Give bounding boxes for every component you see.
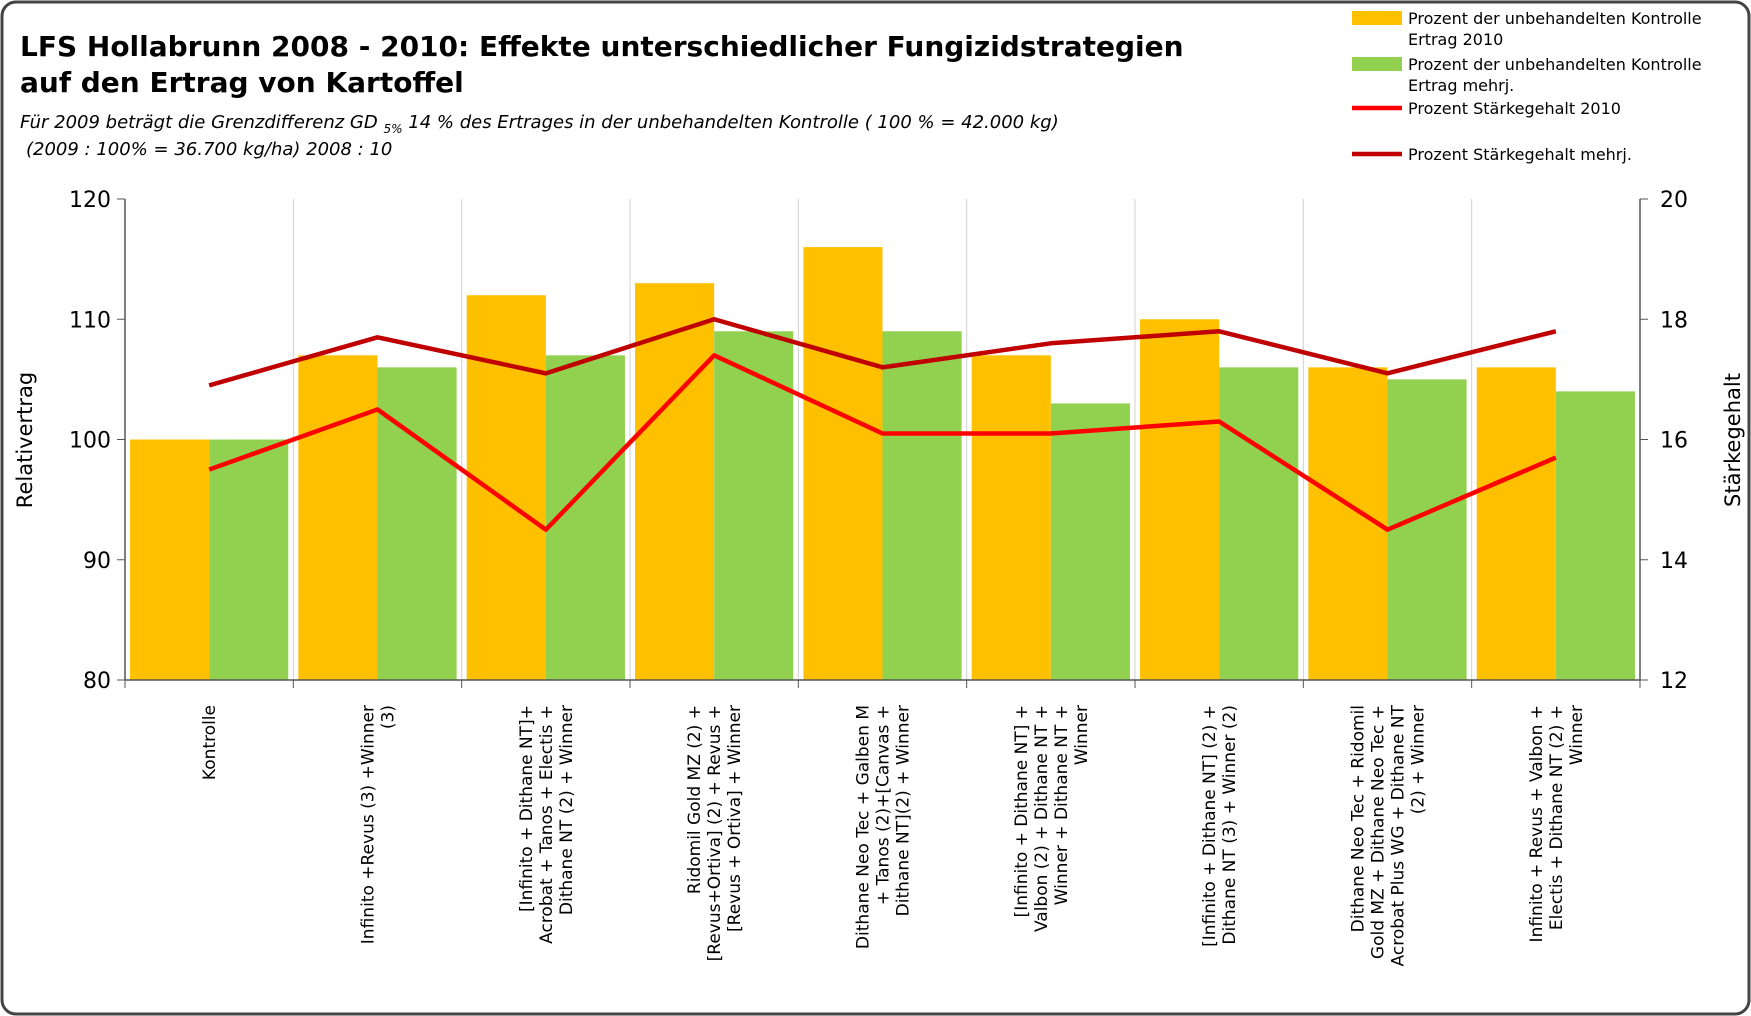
- x-tick-label: Dithane Neo Tec + Galben M+ Tanos (2)+[C…: [854, 705, 914, 949]
- subtitle: (2009 : 100% = 36.700 kg/ha) 2008 : 10: [26, 139, 392, 160]
- x-tick-label: Infinito +Revus (3) +Winner(3): [359, 705, 399, 944]
- bar: [130, 439, 210, 680]
- legend-label: Prozent Stärkegehalt mehrj.: [1408, 145, 1632, 164]
- line-series: [208, 317, 1557, 388]
- x-tick-label-group: Dithane Neo Tec + RidomilGold MZ + Ditha…: [1349, 704, 1429, 966]
- bar: [1476, 367, 1556, 680]
- bar: [377, 367, 457, 680]
- y2-tick-label: 20: [1660, 188, 1688, 213]
- x-tick-label-group: [Infinito + Dithane NT] +Valbon (2) + Di…: [1012, 705, 1092, 932]
- x-tick-label-group: [Infinito + Dithane NT] (2) +Dithane NT …: [1200, 705, 1240, 947]
- bar: [298, 355, 378, 680]
- x-tick-label-group: Infinito + Revus + Valbon +Electis + Dit…: [1527, 705, 1587, 942]
- x-tick-label: [Infinito + Dithane NT] +Valbon (2) + Di…: [1012, 705, 1092, 932]
- y-tick-label: 90: [83, 549, 111, 574]
- x-tick-label: [Infinito + Dithane NT] (2) +Dithane NT …: [1200, 705, 1240, 947]
- legend-label: Prozent der unbehandelten Kontrolle Ertra…: [1408, 55, 1702, 95]
- legend-swatch: [1352, 11, 1402, 25]
- x-tick-label-group: Dithane Neo Tec + Galben M+ Tanos (2)+[C…: [854, 705, 914, 949]
- chart-title: LFS Hollabrunn 2008 - 2010: Effekte unte…: [20, 30, 1184, 63]
- x-tick-label-group: Infinito +Revus (3) +Winner(3): [359, 705, 399, 944]
- bar: [209, 439, 289, 680]
- y-tick-label: 80: [83, 669, 111, 694]
- y-axis-label: Relativertrag: [13, 372, 37, 508]
- bar: [1387, 379, 1467, 680]
- legend-label: Prozent Stärkegehalt 2010: [1408, 99, 1621, 118]
- bar: [635, 283, 715, 680]
- bar: [1219, 367, 1299, 680]
- bar: [1050, 403, 1130, 680]
- bar: [971, 355, 1051, 680]
- x-tick-label-group: [Infinito + Dithane NT]+Acrobat + Tanos …: [517, 705, 577, 944]
- bar: [1140, 319, 1220, 680]
- subtitle-sub: 5%: [383, 122, 402, 136]
- chart-title: auf den Ertrag von Kartoffel: [20, 66, 464, 99]
- x-tick-label: Dithane Neo Tec + RidomilGold MZ + Ditha…: [1349, 704, 1429, 966]
- subtitle-part: Für 2009 beträgt die Grenzdifferenz GD: [20, 112, 378, 133]
- x-tick-label-group: Kontrolle: [200, 705, 220, 780]
- y2-tick-label: 16: [1660, 429, 1688, 454]
- x-tick-label: Infinito + Revus + Valbon +Electis + Dit…: [1527, 705, 1587, 942]
- y2-tick-label: 14: [1660, 549, 1688, 574]
- bar: [466, 295, 546, 680]
- bar: [882, 331, 962, 680]
- x-tick-label-group: Ridomil Gold MZ (2) +[Revus+Ortiva] (2) …: [685, 705, 745, 961]
- legend-swatch: [1352, 57, 1402, 71]
- x-tick-label: [Infinito + Dithane NT]+Acrobat + Tanos …: [517, 705, 577, 944]
- bar: [1555, 391, 1635, 680]
- x-tick-label: Ridomil Gold MZ (2) +[Revus+Ortiva] (2) …: [685, 705, 745, 961]
- subtitle: Für 2009 beträgt die Grenzdifferenz GD 5…: [20, 112, 1059, 138]
- y2-tick-label: 12: [1660, 669, 1688, 694]
- subtitle-part: 14 % des Ertrages in der unbehandelten K…: [408, 112, 1058, 133]
- line-series: [208, 353, 1557, 532]
- x-tick-label: Kontrolle: [200, 705, 220, 780]
- legend-label: Prozent der unbehandelten Kontrolle Ertra…: [1408, 9, 1702, 49]
- y-tick-label: 100: [69, 429, 111, 454]
- y2-axis-label: Stärkegehalt: [1721, 373, 1745, 507]
- y-tick-label: 120: [69, 188, 111, 213]
- bar: [803, 247, 883, 680]
- y-tick-label: 110: [69, 308, 111, 333]
- y2-tick-label: 18: [1660, 308, 1688, 333]
- bar: [714, 331, 794, 680]
